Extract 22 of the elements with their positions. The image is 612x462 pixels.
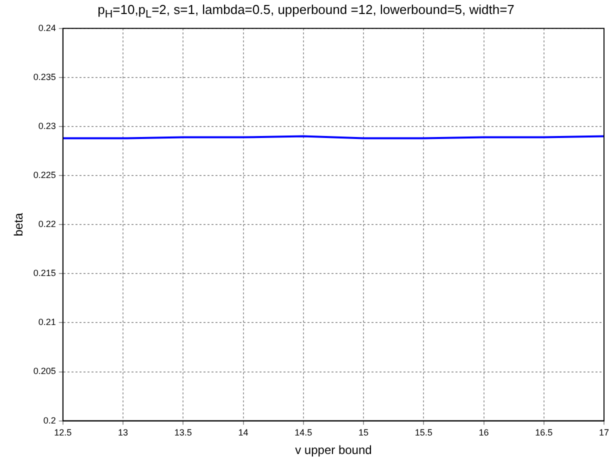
- x-tick-label: 12.5: [54, 428, 72, 438]
- x-tick-label: 15: [358, 428, 369, 438]
- x-tick-label: 16: [478, 428, 489, 438]
- y-tick-label: 0.235: [33, 72, 56, 82]
- chart-title: p$_{H}$=10,p$_{L}$=2, s=1, lambda=0.5, upperbound =12, lowerbound=5, width=7: [96, 2, 516, 21]
- y-tick-label: 0.24: [38, 22, 56, 33]
- y-tick-label: 0.23: [38, 120, 56, 131]
- y-axis-title: beta: [12, 212, 26, 236]
- y-tick-label: 0.225: [33, 170, 56, 180]
- x-tick-label: 15.5: [414, 428, 432, 438]
- x-tick-label: 13: [118, 428, 128, 438]
- x-tick-label: 13.5: [174, 428, 192, 438]
- y-tick-label: 0.205: [33, 366, 56, 376]
- x-tick-label: 14.5: [294, 428, 312, 438]
- x-tick-label: 16.5: [535, 428, 553, 438]
- x-axis-title: v upper bound: [295, 443, 372, 458]
- y-tick-label: 0.22: [38, 219, 56, 230]
- y-tick-label: 0.21: [38, 317, 56, 328]
- x-tick-label: 17: [598, 428, 609, 438]
- x-tick-label: 14: [238, 428, 248, 438]
- y-tick-label: 0.2: [43, 415, 56, 426]
- y-tick-label: 0.215: [33, 268, 56, 278]
